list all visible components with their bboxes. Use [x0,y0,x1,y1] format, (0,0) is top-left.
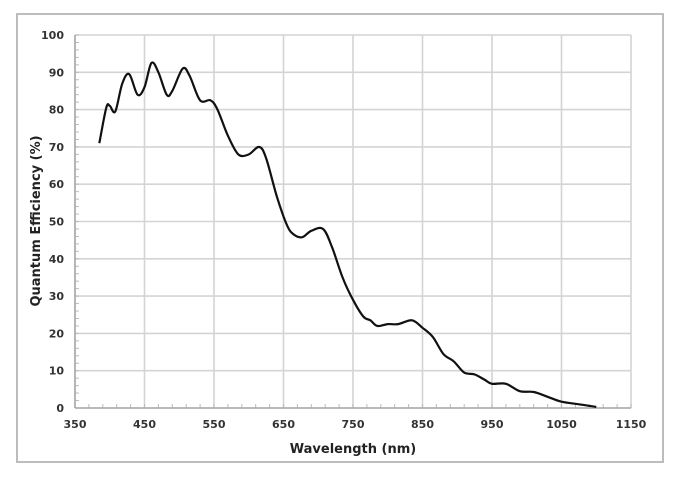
x-tick-label: 550 [203,418,226,431]
x-tick-label: 650 [272,418,295,431]
y-tick-label: 100 [41,29,64,42]
x-tick-label: 950 [481,418,504,431]
y-axis-label: Quantum Efficiency (%) [29,135,44,306]
y-tick-label: 70 [49,141,65,154]
tick-labels: 350 450 550 650 750 850 950 1050 1150 0 10 20 30 40 50… [41,29,647,431]
x-tick-label: 450 [133,418,156,431]
x-tick-label: 1050 [546,418,577,431]
x-tick-label: 1150 [616,418,647,431]
y-tick-label: 20 [49,327,65,340]
qe-series-line [98,61,597,408]
x-tick-label: 750 [342,418,365,431]
y-tick-label: 50 [49,216,65,229]
chart-frame [16,13,664,463]
grid [74,34,632,409]
y-tick-label: 60 [49,178,65,191]
x-tick-label: 350 [64,418,87,431]
x-axis-label: Wavelength (nm) [290,442,416,457]
y-tick-label: 0 [56,402,64,415]
x-tick-label: 850 [411,418,434,431]
y-tick-label: 30 [49,290,65,303]
y-tick-label: 40 [49,253,65,266]
y-tick-label: 90 [49,66,65,79]
y-tick-label: 10 [49,365,65,378]
y-tick-label: 80 [49,104,65,117]
